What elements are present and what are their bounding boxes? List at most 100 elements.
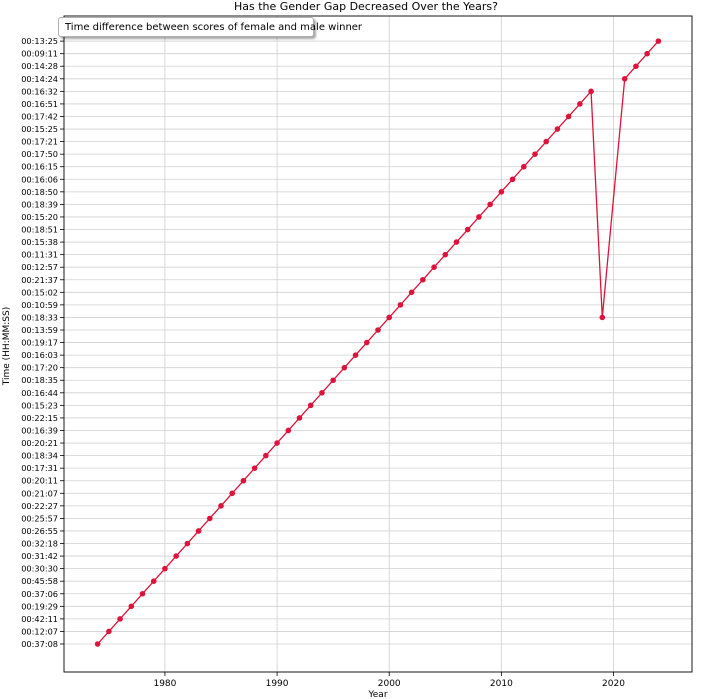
y-tick-label: 00:17:21 [21, 137, 58, 147]
y-axis-label: Time (HH:MM:SS) [2, 307, 12, 386]
y-tick-label: 00:16:03 [21, 350, 58, 360]
y-tick-label: 00:20:11 [21, 476, 58, 486]
data-point [565, 113, 572, 120]
data-point [218, 503, 224, 509]
data-point [509, 176, 516, 183]
data-point [240, 477, 247, 484]
data-point [274, 440, 280, 446]
y-tick-label: 00:11:31 [21, 250, 58, 260]
data-point [532, 151, 538, 157]
data-point [621, 76, 628, 82]
data-point [442, 251, 449, 258]
y-tick-label: 00:13:59 [21, 325, 58, 335]
data-point [520, 163, 527, 170]
y-tick-label: 00:18:51 [21, 225, 58, 235]
y-tick-label: 00:12:57 [21, 262, 58, 272]
data-point [307, 402, 314, 409]
y-tick-label: 00:16:51 [21, 99, 58, 109]
y-tick-label: 00:20:21 [21, 438, 58, 448]
data-point [251, 465, 258, 471]
axes: 00:37:08 00:12:07 00:42:11 00:19:29 00:37:06… [21, 15, 693, 689]
y-tick-label: 00:16:32 [21, 86, 58, 96]
data-point [375, 327, 381, 333]
data-point [150, 578, 157, 584]
y-tick-label: 00:15:20 [21, 212, 58, 222]
y-tick-label: 00:16:15 [21, 162, 58, 172]
data-point [464, 226, 471, 233]
data-point [206, 515, 213, 522]
y-tick-label: 00:18:39 [21, 199, 58, 209]
data-point [386, 314, 393, 321]
y-tick-label: 00:18:35 [21, 375, 58, 385]
data-point [543, 138, 550, 145]
y-tick-label: 00:13:25 [21, 36, 58, 46]
data-point [397, 302, 404, 308]
data-point [577, 101, 583, 107]
data-point [341, 364, 348, 371]
y-tick-label: 00:26:55 [21, 526, 58, 536]
y-tick-label: 00:19:29 [21, 601, 58, 611]
y-tick-label: 00:10:59 [21, 300, 58, 310]
data-point [633, 63, 639, 70]
data-point [173, 553, 179, 559]
y-tick-label: 00:18:34 [21, 451, 58, 461]
data-point [139, 590, 146, 597]
y-tick-label: 00:22:15 [21, 413, 58, 423]
y-tick-label: 00:15:38 [21, 237, 58, 247]
plot-frame [63, 15, 693, 673]
y-tick-label: 00:19:17 [21, 338, 58, 348]
y-tick-label: 00:16:44 [21, 388, 58, 398]
data-point [599, 314, 606, 321]
legend: Time difference between scores of female… [58, 17, 362, 37]
x-axis-label: Year [367, 690, 387, 699]
y-tick-label: 00:45:58 [21, 576, 58, 586]
data-point [363, 339, 370, 346]
y-tick-label: 00:25:57 [21, 513, 58, 523]
x-tick-label: 1980 [153, 679, 176, 689]
series-line [97, 40, 659, 645]
y-tick-label: 00:17:31 [21, 463, 58, 473]
data-point [476, 214, 482, 220]
y-tick-label: 00:22:27 [21, 501, 58, 511]
data-point [453, 239, 460, 245]
data-point [106, 628, 112, 635]
x-tick-label: 2010 [490, 679, 513, 689]
data-point [431, 264, 437, 271]
data-point [94, 641, 101, 647]
data-point [229, 490, 236, 497]
data-point [330, 377, 336, 384]
y-tick-label: 00:21:37 [21, 275, 58, 285]
y-tick-label: 00:09:11 [21, 49, 58, 59]
y-tick-label: 00:18:33 [21, 312, 58, 322]
y-tick-label: 00:15:02 [21, 287, 58, 297]
y-tick-label: 00:30:30 [21, 564, 58, 574]
y-tick-label: 00:31:42 [21, 551, 58, 561]
y-tick-label: 00:32:18 [21, 539, 58, 549]
data-point [162, 565, 168, 572]
x-tick-label: 2020 [602, 679, 625, 689]
data-point [352, 352, 359, 358]
data-point [420, 276, 426, 283]
y-tick-label: 00:15:23 [21, 400, 58, 410]
data-point [554, 126, 561, 132]
y-tick-label: 00:17:50 [21, 149, 58, 159]
data-point [408, 289, 415, 296]
data-point [644, 50, 650, 57]
data-point [319, 390, 325, 396]
legend-label: Time difference between scores of female… [65, 22, 363, 33]
y-tick-label: 00:18:50 [21, 187, 58, 197]
data-point [588, 88, 594, 95]
data-point [655, 38, 662, 44]
data-point [128, 603, 135, 610]
data-point [487, 201, 493, 208]
data-point [285, 427, 292, 434]
grid [64, 16, 692, 672]
data-point [263, 452, 269, 459]
y-tick-label: 00:16:39 [21, 425, 58, 435]
y-tick-label: 00:17:42 [21, 111, 58, 121]
y-tick-label: 00:14:24 [21, 74, 58, 84]
y-tick-label: 00:37:08 [21, 639, 58, 649]
y-tick-label: 00:37:06 [21, 589, 58, 599]
y-tick-label: 00:17:20 [21, 363, 58, 373]
x-tick-label: 1990 [266, 679, 289, 689]
